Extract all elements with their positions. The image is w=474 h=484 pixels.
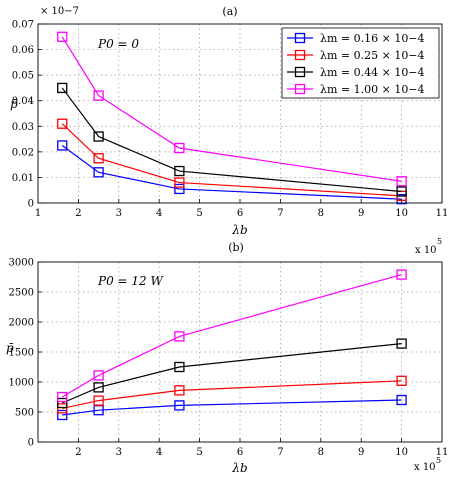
series-marker [57, 397, 68, 409]
series-marker [396, 186, 407, 197]
legend-marker [294, 32, 306, 44]
x-axis-label-b: λb [231, 461, 247, 475]
y-tick-label: 0.06 [12, 45, 34, 56]
x-tick-label: 8 [318, 447, 324, 458]
series-marker [174, 400, 185, 411]
x-tick-label: 3 [116, 208, 122, 219]
series-marker [174, 331, 185, 342]
x-tick-label: 7 [277, 447, 283, 458]
x-tick-label: 11 [436, 208, 449, 219]
legend-entry: λm = 0.25 × 10−4 [320, 49, 425, 62]
series-marker [57, 409, 68, 421]
series-marker [93, 370, 104, 381]
series-marker [396, 375, 407, 386]
x-tick-label: 1 [35, 208, 41, 219]
x-multiplier-a-exponent: 5 [437, 237, 442, 246]
x-multiplier-b-exponent: 5 [436, 456, 441, 465]
series-marker [174, 183, 185, 195]
x-tick-label: 8 [318, 208, 324, 219]
y-tick-label: 2500 [9, 288, 34, 299]
x-tick-label: 6 [237, 447, 243, 458]
series-marker [93, 153, 104, 164]
series-marker [57, 391, 68, 403]
annotation-b: P0 = 12 W [97, 274, 164, 288]
series-marker [93, 167, 104, 178]
legend: λm = 0.16 × 10−4 λm = 0.25 × 10−4 λm = 0.4… [281, 27, 440, 99]
y-axis-label-a: p̄ [10, 97, 18, 111]
y-tick-label: 0.05 [12, 71, 34, 82]
y-axis-label-b: p̄ [6, 341, 14, 355]
series-marker [174, 177, 185, 188]
series-line [61, 36, 402, 182]
y-tick-label: 0 [28, 199, 34, 210]
series-marker [57, 118, 68, 129]
x-multiplier-b: x 10 [414, 462, 436, 473]
series-marker [174, 385, 185, 396]
y-tick-label: 0.04 [12, 96, 34, 107]
x-axis-label-a: λb [231, 223, 247, 237]
y-tick-label: 0 [28, 438, 34, 449]
panel-label-a: (a) [222, 5, 237, 18]
legend-entry: λm = 1.00 × 10−4 [320, 83, 425, 96]
y-tick-label: 500 [15, 408, 34, 419]
x-tick-label: 2 [75, 208, 81, 219]
legend-entry: λm = 0.16 × 10−4 [320, 32, 425, 45]
y-multiplier-a: × 10−7 [40, 6, 79, 17]
x-tick-label: 9 [358, 447, 364, 458]
series-marker [93, 382, 104, 393]
series-marker [57, 403, 68, 414]
y-tick-label: 0.03 [12, 122, 34, 133]
series-marker [93, 131, 104, 142]
y-tick-label: 0.01 [12, 173, 34, 184]
series-line [61, 123, 402, 197]
series-marker [396, 338, 407, 349]
series-marker [93, 90, 104, 101]
x-tick-label: 5 [196, 208, 202, 219]
series-line [61, 144, 402, 200]
x-tick-label: 11 [436, 447, 449, 458]
x-tick-label: 10 [395, 447, 408, 458]
legend-marker [294, 83, 306, 95]
y-tick-label: 0.07 [12, 20, 34, 31]
legend-entry: λm = 0.44 × 10−4 [320, 66, 425, 79]
x-tick-label: 6 [237, 208, 243, 219]
series-marker [174, 165, 185, 177]
legend-box [281, 27, 440, 99]
legend-marker [294, 66, 306, 78]
x-tick-label: 10 [395, 208, 408, 219]
x-tick-label: 5 [196, 447, 202, 458]
x-tick-label: 4 [156, 208, 162, 219]
y-tick-label: 2000 [9, 318, 34, 329]
y-tick-label: 1500 [9, 348, 34, 359]
chart-panel-a: 1 2 3 4 5 6 7 8 9 10 11 0 0.01 0.02 0.03 0.04 0.05 0.06 0… [10, 5, 448, 237]
series-marker [93, 395, 104, 406]
series-marker [174, 361, 185, 373]
x-tick-label: 9 [358, 208, 364, 219]
series-marker [174, 142, 185, 154]
series-line [61, 87, 402, 193]
series-marker [57, 140, 68, 151]
legend-marker [294, 49, 306, 61]
y-tick-label: 3000 [9, 258, 34, 269]
series-line [61, 274, 402, 398]
series-marker [396, 269, 407, 280]
x-tick-label: 2 [75, 447, 81, 458]
series-marker [57, 31, 68, 42]
x-tick-label: 7 [277, 208, 283, 219]
series-line [62, 380, 402, 409]
series-marker [396, 394, 407, 406]
series-marker [57, 82, 68, 94]
x-tick-label: 4 [156, 447, 162, 458]
x-multiplier-a: x 10 [415, 245, 437, 256]
series-marker [396, 176, 407, 187]
y-tick-label: 0.02 [12, 147, 34, 158]
series-line [62, 399, 402, 416]
y-tick-label: 1000 [9, 378, 34, 389]
chart-panel-b: 2 3 4 5 6 7 8 9 10 11 0 500 1000 1500 2000 2500 3000 (b… [6, 237, 448, 475]
annotation-a: P0 = 0 [97, 37, 139, 51]
x-tick-label: 3 [116, 447, 122, 458]
series-line [62, 343, 402, 404]
panel-label-b: (b) [228, 241, 244, 254]
